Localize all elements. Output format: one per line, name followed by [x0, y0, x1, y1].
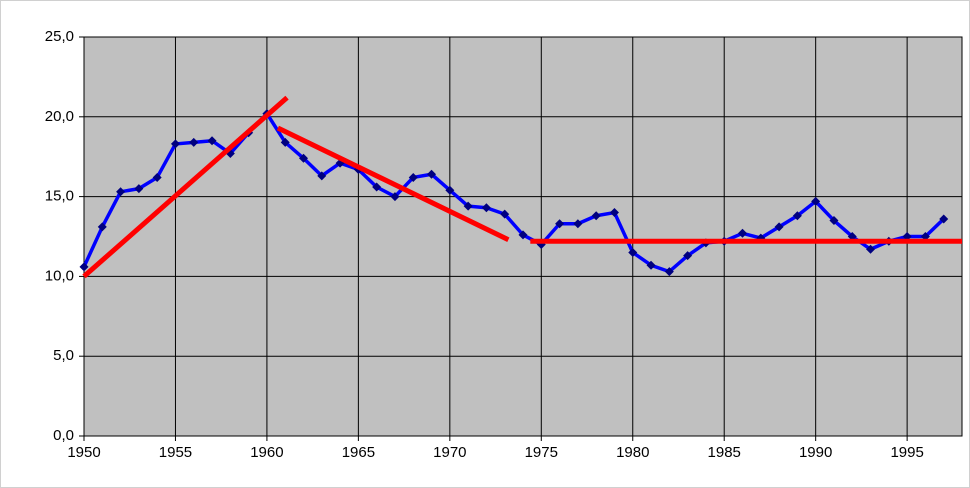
y-tick-label: 15,0	[45, 188, 74, 205]
data-point	[372, 182, 382, 192]
y-tick-label: 5,0	[53, 347, 74, 364]
data-point	[134, 184, 144, 194]
data-point	[774, 222, 784, 232]
data-point	[847, 232, 857, 241]
data-point	[299, 153, 308, 163]
data-point	[207, 136, 217, 146]
data-point	[79, 262, 89, 272]
x-tick-label: 1970	[433, 444, 466, 461]
data-point	[811, 196, 821, 206]
x-tick-label: 1950	[67, 444, 100, 461]
data-point	[939, 214, 949, 224]
data-point	[427, 169, 437, 179]
y-tick-label: 0,0	[53, 427, 74, 444]
data-point	[738, 228, 747, 238]
data-point	[317, 171, 327, 181]
x-tick-label: 1960	[250, 444, 283, 461]
x-tick-label: 1965	[342, 444, 375, 461]
x-tick-label: 1980	[616, 444, 649, 461]
data-point	[920, 232, 930, 241]
y-tick-label: 10,0	[45, 267, 74, 284]
data-point	[683, 251, 693, 261]
y-tick-label: 20,0	[45, 108, 74, 125]
data-point	[628, 247, 638, 257]
data-point	[500, 209, 510, 219]
x-tick-label: 1955	[159, 444, 192, 461]
data-point	[390, 192, 400, 202]
trend-line	[276, 125, 510, 242]
data-point	[116, 187, 126, 197]
data-point	[481, 203, 491, 213]
data-point	[829, 216, 839, 226]
data-point	[152, 172, 162, 182]
data-point	[902, 232, 912, 241]
data-point	[591, 211, 601, 221]
data-point	[866, 244, 876, 254]
x-tick-label: 1985	[708, 444, 741, 461]
data-point	[518, 230, 528, 240]
data-point	[555, 219, 565, 229]
data-point	[408, 172, 418, 182]
trend-line	[82, 95, 289, 279]
data-point	[609, 208, 619, 218]
x-tick-label: 1995	[890, 444, 923, 461]
x-tick-label: 1990	[799, 444, 832, 461]
x-tick-label: 1975	[525, 444, 558, 461]
data-point	[280, 137, 290, 147]
data-point	[97, 222, 107, 232]
data-point	[792, 211, 802, 221]
data-point	[646, 260, 656, 270]
data-point	[664, 267, 674, 277]
data-point	[189, 137, 199, 147]
y-tick-label: 25,0	[45, 28, 74, 45]
data-point	[170, 139, 180, 149]
data-point	[573, 219, 583, 229]
data-point	[463, 201, 473, 211]
data-point	[445, 185, 455, 195]
